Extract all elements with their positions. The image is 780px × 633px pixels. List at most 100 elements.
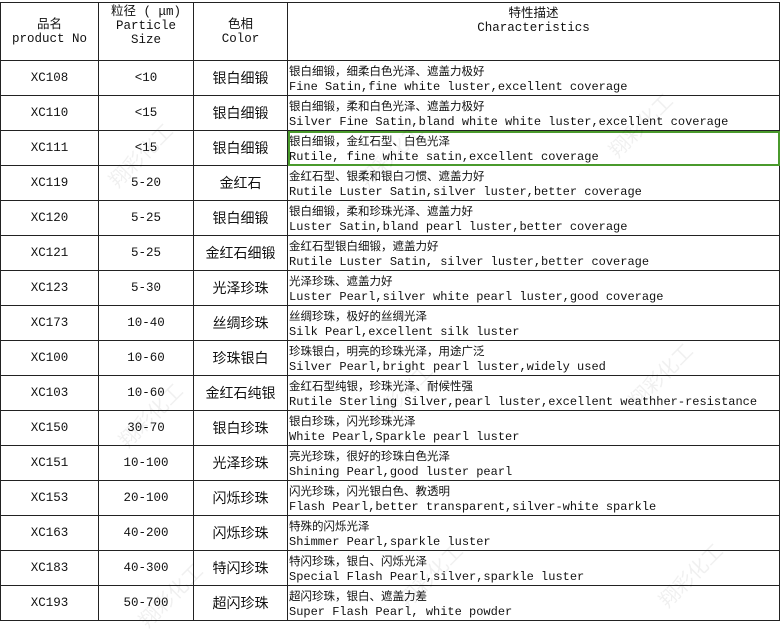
header-desc-en: Characteristics bbox=[477, 21, 590, 35]
product-no-cell[interactable]: XC100 bbox=[0, 340, 99, 376]
product-no-cell[interactable]: XC121 bbox=[0, 235, 99, 271]
characteristics-en: Rutile Sterling Silver,pearl luster,exce… bbox=[289, 395, 758, 409]
color-cell[interactable]: 特闪珍珠 bbox=[193, 550, 288, 586]
characteristics-cell[interactable]: 银白细锻，金红石型、白色光泽 Rutile, fine white satin,e… bbox=[287, 130, 780, 166]
table-row: XC120 5-25 银白细锻 银白细锻，柔和珍珠光泽、遮盖力好 Luster Sati… bbox=[0, 200, 780, 236]
characteristics-en: Shining Pearl,good luster pearl bbox=[289, 465, 513, 479]
product-table: 品名 product No 粒径 ( μm) Particle Size 色相 Colo… bbox=[0, 2, 780, 621]
characteristics-cell[interactable]: 光泽珍珠、遮盖力好 Luster Pearl,silver white pearl… bbox=[287, 270, 780, 306]
header-size-en2: Size bbox=[130, 33, 161, 47]
color-cell[interactable]: 金红石 bbox=[193, 165, 288, 201]
particle-size-cell[interactable]: 40-300 bbox=[98, 550, 194, 586]
particle-size-cell[interactable]: <15 bbox=[98, 95, 194, 131]
characteristics-cn: 珍珠银白，明亮的珍珠光泽，用途广泛 bbox=[289, 344, 485, 358]
characteristics-en: Rutile Luster Satin,silver luster,better… bbox=[289, 185, 642, 199]
particle-size-cell[interactable]: 5-25 bbox=[98, 200, 194, 236]
characteristics-cell[interactable]: 特殊的闪烁光泽 Shimmer Pearl,sparkle luster bbox=[287, 515, 780, 551]
characteristics-cn: 超闪珍珠，银白、遮盖力差 bbox=[289, 589, 427, 603]
color-cell[interactable]: 金红石细锻 bbox=[193, 235, 288, 271]
color-cell[interactable]: 超闪珍珠 bbox=[193, 585, 288, 621]
color-cell[interactable]: 光泽珍珠 bbox=[193, 445, 288, 481]
product-no-cell[interactable]: XC103 bbox=[0, 375, 99, 411]
characteristics-cell[interactable]: 金红石型、银柔和银白刁惯、遮盖力好 Rutile Luster Satin,sil… bbox=[287, 165, 780, 201]
characteristics-cell[interactable]: 丝绸珍珠，极好的丝绸光泽 Silk Pearl,excellent silk lu… bbox=[287, 305, 780, 341]
table-row: XC183 40-300 特闪珍珠 特闪珍珠，银白、闪烁光泽 Special Flash… bbox=[0, 550, 780, 586]
table-row: XC150 30-70 银白珍珠 银白珍珠，闪光珍珠光泽 White Pearl,Spa… bbox=[0, 410, 780, 446]
characteristics-cell[interactable]: 珍珠银白，明亮的珍珠光泽，用途广泛 Silver Pearl,bright pea… bbox=[287, 340, 780, 376]
color-cell[interactable]: 金红石纯银 bbox=[193, 375, 288, 411]
product-no-cell[interactable]: XC123 bbox=[0, 270, 99, 306]
particle-size-cell[interactable]: 5-30 bbox=[98, 270, 194, 306]
characteristics-cell[interactable]: 金红石型银白细锻，遮盖力好 Rutile Luster Satin, silver… bbox=[287, 235, 780, 271]
particle-size-cell[interactable]: <15 bbox=[98, 130, 194, 166]
color-cell[interactable]: 闪烁珍珠 bbox=[193, 480, 288, 516]
product-no-cell[interactable]: XC163 bbox=[0, 515, 99, 551]
particle-size-cell[interactable]: 10-100 bbox=[98, 445, 194, 481]
header-color-cn: 色相 bbox=[227, 17, 253, 32]
characteristics-cn: 光泽珍珠、遮盖力好 bbox=[289, 274, 393, 288]
product-no-cell[interactable]: XC111 bbox=[0, 130, 99, 166]
characteristics-cell[interactable]: 银白珍珠，闪光珍珠光泽 White Pearl,Sparkle pearl lus… bbox=[287, 410, 780, 446]
characteristics-cn: 银白细锻，柔和珍珠光泽、遮盖力好 bbox=[289, 204, 473, 218]
product-no-cell[interactable]: XC119 bbox=[0, 165, 99, 201]
color-cell[interactable]: 丝绸珍珠 bbox=[193, 305, 288, 341]
particle-size-cell[interactable]: 20-100 bbox=[98, 480, 194, 516]
characteristics-cn: 特殊的闪烁光泽 bbox=[289, 519, 370, 533]
particle-size-cell[interactable]: 10-60 bbox=[98, 375, 194, 411]
characteristics-cn: 丝绸珍珠，极好的丝绸光泽 bbox=[289, 309, 427, 323]
product-no-cell[interactable]: XC193 bbox=[0, 585, 99, 621]
color-cell[interactable]: 银白珍珠 bbox=[193, 410, 288, 446]
product-no-cell[interactable]: XC110 bbox=[0, 95, 99, 131]
header-product: 品名 product No bbox=[0, 2, 99, 61]
characteristics-cn: 金红石型、银柔和银白刁惯、遮盖力好 bbox=[289, 169, 485, 183]
characteristics-cell[interactable]: 银白细锻，柔和白色光泽、遮盖力极好 Silver Fine Satin,bland… bbox=[287, 95, 780, 131]
characteristics-cell[interactable]: 特闪珍珠，银白、闪烁光泽 Special Flash Pearl,silver,s… bbox=[287, 550, 780, 586]
table-row: XC119 5-20 金红石 金红石型、银柔和银白刁惯、遮盖力好 Rutile Lust… bbox=[0, 165, 780, 201]
product-no-cell[interactable]: XC108 bbox=[0, 60, 99, 96]
product-no-cell[interactable]: XC183 bbox=[0, 550, 99, 586]
product-no-cell[interactable]: XC153 bbox=[0, 480, 99, 516]
product-no-cell[interactable]: XC151 bbox=[0, 445, 99, 481]
table-row: XC193 50-700 超闪珍珠 超闪珍珠，银白、遮盖力差 Super Flash P… bbox=[0, 585, 780, 621]
color-cell[interactable]: 银白细锻 bbox=[193, 95, 288, 131]
color-cell[interactable]: 光泽珍珠 bbox=[193, 270, 288, 306]
color-cell[interactable]: 闪烁珍珠 bbox=[193, 515, 288, 551]
header-product-cn: 品名 bbox=[36, 17, 62, 32]
product-no-cell[interactable]: XC173 bbox=[0, 305, 99, 341]
characteristics-cell[interactable]: 银白细锻，柔和珍珠光泽、遮盖力好 Luster Satin,bland pearl… bbox=[287, 200, 780, 236]
color-cell[interactable]: 珍珠银白 bbox=[193, 340, 288, 376]
characteristics-en: Fine Satin,fine white luster,excellent c… bbox=[289, 80, 628, 94]
table-row: XC173 10-40 丝绸珍珠 丝绸珍珠，极好的丝绸光泽 Silk Pearl,exc… bbox=[0, 305, 780, 341]
product-no-cell[interactable]: XC150 bbox=[0, 410, 99, 446]
characteristics-en: Rutile, fine white satin,excellent cover… bbox=[289, 150, 599, 164]
table-row: XC103 10-60 金红石纯银 金红石型纯银，珍珠光泽、耐候性强 Rutile St… bbox=[0, 375, 780, 411]
table-row: XC163 40-200 闪烁珍珠 特殊的闪烁光泽 Shimmer Pearl,spar… bbox=[0, 515, 780, 551]
product-no-cell[interactable]: XC120 bbox=[0, 200, 99, 236]
color-cell[interactable]: 银白细锻 bbox=[193, 130, 288, 166]
particle-size-cell[interactable]: <10 bbox=[98, 60, 194, 96]
particle-size-cell[interactable]: 10-40 bbox=[98, 305, 194, 341]
characteristics-cell[interactable]: 亮光珍珠，很好的珍珠白色光泽 Shining Pearl,good luster … bbox=[287, 445, 780, 481]
characteristics-en: Silver Pearl,bright pearl luster,widely … bbox=[289, 360, 606, 374]
particle-size-cell[interactable]: 30-70 bbox=[98, 410, 194, 446]
particle-size-cell[interactable]: 10-60 bbox=[98, 340, 194, 376]
particle-size-cell[interactable]: 40-200 bbox=[98, 515, 194, 551]
color-cell[interactable]: 银白细锻 bbox=[193, 200, 288, 236]
characteristics-cell[interactable]: 银白细锻，细柔白色光泽、遮盖力极好 Fine Satin,fine white l… bbox=[287, 60, 780, 96]
table-row: XC151 10-100 光泽珍珠 亮光珍珠，很好的珍珠白色光泽 Shining Pea… bbox=[0, 445, 780, 481]
characteristics-cell[interactable]: 超闪珍珠，银白、遮盖力差 Super Flash Pearl, white pow… bbox=[287, 585, 780, 621]
particle-size-cell[interactable]: 5-20 bbox=[98, 165, 194, 201]
characteristics-en: Flash Pearl,better transparent,silver-wh… bbox=[289, 500, 657, 514]
characteristics-en: Shimmer Pearl,sparkle luster bbox=[289, 535, 491, 549]
color-cell[interactable]: 银白细锻 bbox=[193, 60, 288, 96]
characteristics-en: Luster Pearl,silver white pearl luster,g… bbox=[289, 290, 664, 304]
characteristics-cn: 银白珍珠，闪光珍珠光泽 bbox=[289, 414, 416, 428]
particle-size-cell[interactable]: 50-700 bbox=[98, 585, 194, 621]
table-row: XC121 5-25 金红石细锻 金红石型银白细锻，遮盖力好 Rutile Luster… bbox=[0, 235, 780, 271]
table-row: XC108 <10 银白细锻 银白细锻，细柔白色光泽、遮盖力极好 Fine Satin,… bbox=[0, 60, 780, 96]
characteristics-en: Rutile Luster Satin, silver luster,bette… bbox=[289, 255, 650, 269]
particle-size-cell[interactable]: 5-25 bbox=[98, 235, 194, 271]
characteristics-cell[interactable]: 闪光珍珠，闪光银白色、教透明 Flash Pearl,better transpa… bbox=[287, 480, 780, 516]
header-size-en1: Particle bbox=[115, 19, 176, 33]
characteristics-cell[interactable]: 金红石型纯银，珍珠光泽、耐候性强 Rutile Sterling Silver,p… bbox=[287, 375, 780, 411]
